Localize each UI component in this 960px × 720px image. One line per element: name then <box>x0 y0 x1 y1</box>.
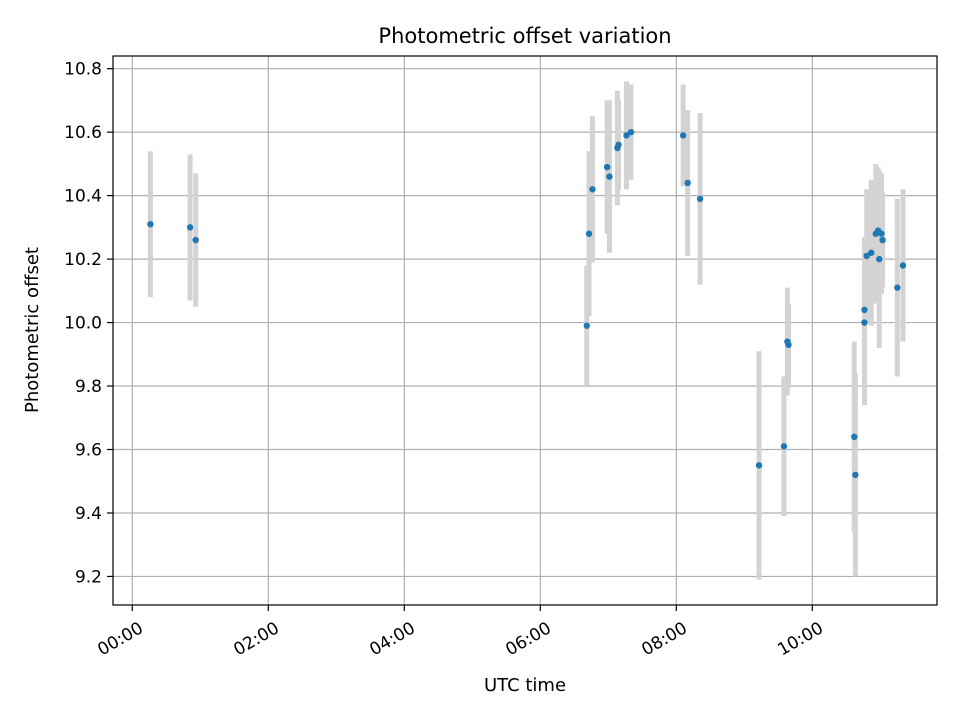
y-tick-label: 10.6 <box>64 123 102 143</box>
y-tick-label: 9.4 <box>75 504 102 524</box>
y-tick-label: 9.6 <box>75 441 102 461</box>
y-axis-ticks: 9.2 9.4 9.6 9.8 10.0 10.2 10.4 10.6 10.8 <box>64 60 113 587</box>
data-point <box>192 236 199 244</box>
data-point <box>868 249 875 256</box>
grid-lines <box>113 56 937 605</box>
data-point <box>186 224 194 231</box>
data-point <box>861 319 868 326</box>
data-point <box>852 471 859 479</box>
x-tick-label: 04:00 <box>366 618 418 660</box>
data-point <box>875 255 883 263</box>
y-tick-label: 10.2 <box>64 250 102 270</box>
data-point <box>623 132 630 139</box>
data-point <box>899 262 907 269</box>
data-point <box>147 220 154 228</box>
x-tick-label: 06:00 <box>502 618 554 660</box>
data-point <box>696 195 704 203</box>
y-tick-label: 9.2 <box>75 567 102 587</box>
y-tick-label: 10.4 <box>64 187 102 207</box>
data-point <box>780 443 788 450</box>
data-point <box>679 132 687 139</box>
x-tick-label: 00:00 <box>94 618 146 660</box>
x-axis-label: UTC time <box>484 675 566 696</box>
data-point <box>863 252 870 260</box>
x-tick-label: 02:00 <box>230 618 282 660</box>
data-point <box>785 341 792 348</box>
data-point <box>755 462 763 469</box>
data-point <box>861 306 868 314</box>
x-tick-label: 10:00 <box>774 618 826 660</box>
data-point <box>606 173 613 180</box>
data-point <box>603 163 611 171</box>
data-point <box>627 128 635 136</box>
y-tick-label: 9.8 <box>75 377 102 397</box>
data-point <box>615 141 622 149</box>
chart-title: Photometric offset variation <box>378 24 671 48</box>
y-tick-label: 10.8 <box>64 60 102 80</box>
data-point <box>583 322 590 329</box>
data-point <box>684 179 691 187</box>
data-point <box>879 236 886 244</box>
y-axis-label: Photometric offset <box>22 247 43 413</box>
x-tick-label: 08:00 <box>638 618 690 660</box>
x-axis-ticks: 00:00 02:00 04:00 06:00 08:00 10:00 <box>94 605 827 660</box>
data-point <box>589 186 596 193</box>
data-point <box>851 433 858 441</box>
data-point <box>878 230 885 237</box>
data-points <box>147 128 907 479</box>
error-bars <box>147 81 906 580</box>
data-point <box>894 284 901 291</box>
plot-frame <box>112 55 938 606</box>
y-tick-label: 10.0 <box>64 314 102 334</box>
data-point <box>585 230 593 237</box>
